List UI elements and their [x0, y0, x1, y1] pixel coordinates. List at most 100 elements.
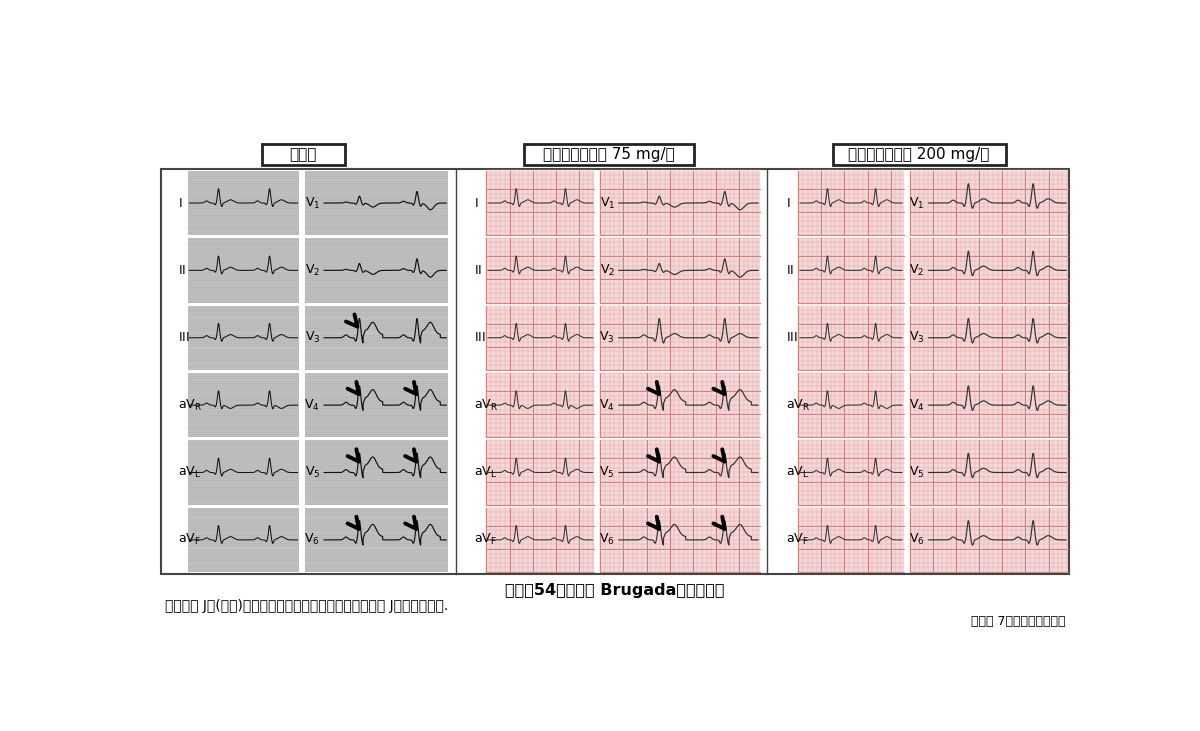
Bar: [187, 252, 299, 253]
Bar: [187, 385, 299, 386]
Bar: [187, 440, 299, 504]
Bar: [600, 306, 760, 370]
Bar: [187, 276, 299, 277]
Bar: [187, 402, 299, 403]
Bar: [306, 465, 448, 466]
Bar: [187, 493, 299, 494]
Bar: [306, 337, 448, 338]
Bar: [306, 187, 448, 188]
Bar: [306, 358, 448, 359]
Bar: [306, 367, 448, 368]
Bar: [306, 497, 448, 499]
Bar: [187, 383, 299, 384]
Bar: [187, 272, 299, 273]
Bar: [306, 293, 448, 294]
Bar: [306, 423, 448, 425]
Bar: [306, 365, 448, 366]
Bar: [187, 261, 299, 262]
Bar: [262, 144, 344, 165]
Bar: [187, 543, 299, 544]
Bar: [187, 522, 299, 523]
Bar: [187, 221, 299, 222]
Bar: [187, 369, 299, 370]
Bar: [486, 508, 594, 572]
Bar: [187, 202, 299, 203]
Bar: [187, 501, 299, 502]
Bar: [306, 446, 448, 447]
Bar: [306, 476, 448, 477]
Bar: [306, 232, 448, 233]
Text: V$_\mathrm{2}$: V$_\mathrm{2}$: [910, 263, 924, 278]
Bar: [187, 230, 299, 231]
Bar: [187, 463, 299, 464]
Bar: [306, 347, 448, 349]
Bar: [833, 144, 1006, 165]
Bar: [306, 402, 448, 403]
Bar: [798, 508, 904, 572]
Bar: [187, 415, 299, 416]
Bar: [187, 171, 299, 235]
Bar: [187, 489, 299, 490]
Text: aV$_\mathrm{F}$: aV$_\mathrm{F}$: [786, 532, 809, 548]
Bar: [306, 463, 448, 464]
Bar: [306, 171, 448, 235]
Bar: [306, 272, 448, 273]
Bar: [306, 307, 448, 308]
Bar: [306, 522, 448, 523]
Bar: [306, 467, 448, 469]
Bar: [187, 448, 299, 449]
Text: V$_\mathrm{4}$: V$_\mathrm{4}$: [599, 398, 616, 413]
Bar: [187, 524, 299, 525]
Bar: [600, 171, 760, 235]
Text: V$_\mathrm{2}$: V$_\mathrm{2}$: [600, 263, 616, 278]
Bar: [306, 487, 448, 488]
Bar: [306, 259, 448, 260]
Bar: [187, 395, 299, 397]
Bar: [306, 174, 448, 175]
Bar: [187, 295, 299, 296]
Bar: [306, 282, 448, 283]
Bar: [187, 419, 299, 420]
Bar: [187, 495, 299, 496]
Bar: [306, 434, 448, 435]
Bar: [187, 461, 299, 462]
Bar: [187, 411, 299, 412]
Text: $\mathrm{III}$: $\mathrm{III}$: [786, 331, 798, 344]
Text: $\mathrm{II}$: $\mathrm{II}$: [786, 264, 794, 277]
Bar: [187, 423, 299, 425]
Bar: [187, 457, 299, 458]
Bar: [306, 387, 448, 388]
Text: シロスタゾール 200 mg/日: シロスタゾール 200 mg/日: [848, 147, 990, 162]
Bar: [306, 543, 448, 544]
Bar: [187, 315, 299, 317]
Bar: [306, 219, 448, 220]
Bar: [306, 515, 448, 516]
Bar: [187, 497, 299, 499]
Bar: [306, 200, 448, 201]
Bar: [306, 254, 448, 255]
Bar: [306, 369, 448, 370]
Bar: [187, 446, 299, 447]
Bar: [187, 400, 299, 401]
Bar: [306, 217, 448, 218]
Bar: [306, 356, 448, 357]
Bar: [187, 232, 299, 233]
Bar: [306, 532, 448, 534]
Bar: [306, 495, 448, 496]
Bar: [306, 330, 448, 331]
Text: V$_\mathrm{1}$: V$_\mathrm{1}$: [910, 195, 924, 211]
Bar: [187, 307, 299, 308]
Bar: [306, 432, 448, 433]
Bar: [306, 221, 448, 222]
Text: V$_\mathrm{6}$: V$_\mathrm{6}$: [908, 532, 924, 548]
Bar: [306, 459, 448, 460]
Bar: [187, 352, 299, 353]
Text: V$_\mathrm{3}$: V$_\mathrm{3}$: [305, 330, 320, 345]
Bar: [187, 539, 299, 540]
Bar: [306, 552, 448, 553]
Bar: [306, 341, 448, 342]
Text: V$_\mathrm{4}$: V$_\mathrm{4}$: [305, 398, 320, 413]
Bar: [910, 440, 1068, 504]
Bar: [187, 324, 299, 325]
Bar: [187, 499, 299, 501]
